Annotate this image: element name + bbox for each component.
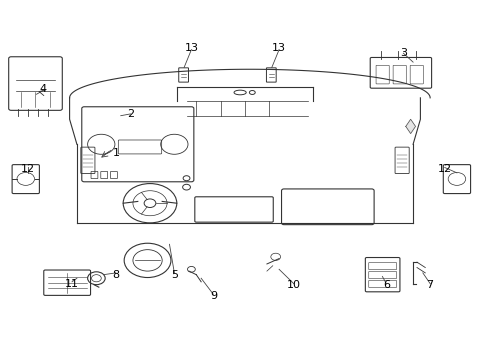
Text: 7: 7 (427, 280, 434, 291)
Circle shape (183, 176, 190, 181)
Text: 13: 13 (272, 43, 286, 53)
Text: 12: 12 (438, 164, 452, 174)
Text: 13: 13 (184, 43, 198, 53)
Polygon shape (406, 119, 416, 134)
Text: 5: 5 (171, 270, 178, 280)
Text: 6: 6 (383, 280, 390, 291)
Text: 3: 3 (400, 48, 407, 58)
Text: 8: 8 (112, 270, 120, 280)
Text: 9: 9 (210, 291, 217, 301)
Text: 11: 11 (65, 279, 79, 289)
Text: 4: 4 (39, 84, 47, 94)
Text: 2: 2 (127, 109, 134, 119)
Text: 10: 10 (287, 280, 301, 291)
Text: 1: 1 (112, 148, 120, 158)
Text: 12: 12 (21, 164, 35, 174)
